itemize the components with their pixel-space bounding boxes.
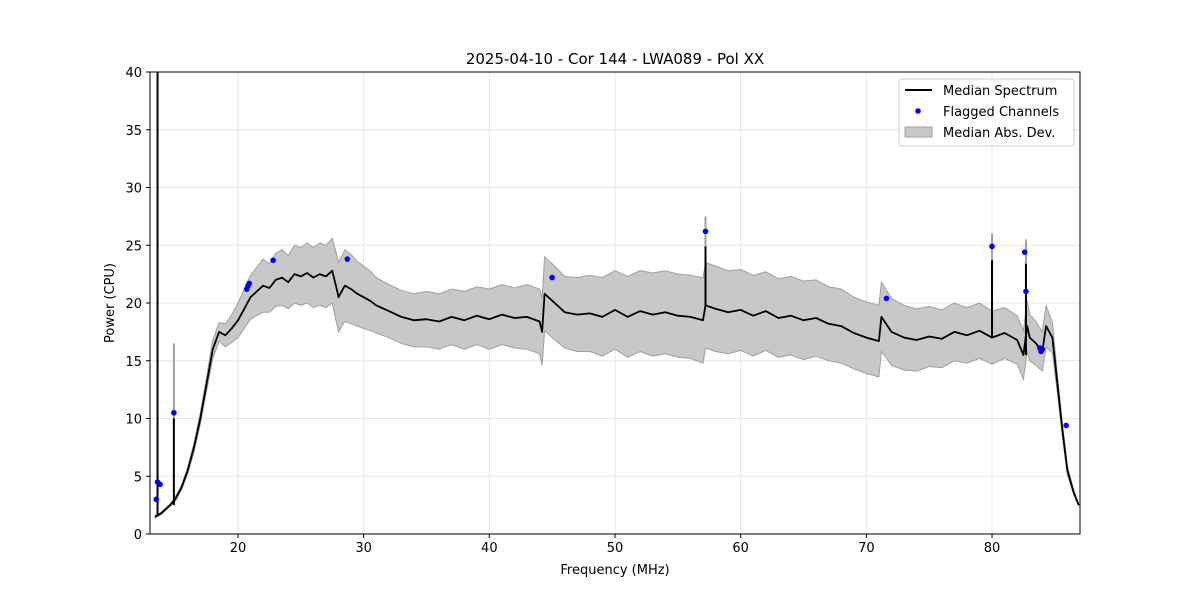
flagged-channel-point <box>344 256 351 262</box>
flagged-channel-point <box>171 409 177 416</box>
x-tick-label: 40 <box>481 541 498 556</box>
chart-title: 2025-04-10 - Cor 144 - LWA089 - Pol XX <box>466 50 764 68</box>
y-tick-label: 0 <box>134 528 142 543</box>
y-tick-label: 5 <box>134 470 142 485</box>
y-tick-label: 40 <box>125 66 142 81</box>
y-tick-label: 10 <box>125 413 142 428</box>
flagged-channel-point <box>883 295 890 302</box>
y-tick-label: 35 <box>125 124 142 139</box>
legend-entry-median-abs-dev: Median Abs. Dev. <box>943 126 1055 141</box>
legend-flagged-swatch <box>915 108 921 114</box>
y-tick-label: 20 <box>125 297 142 312</box>
x-tick-label: 60 <box>732 541 749 556</box>
flagged-channel-point <box>153 496 160 503</box>
legend-entry-flagged-channels: Flagged Channels <box>943 105 1059 120</box>
flagged-channel-point <box>549 274 555 281</box>
x-tick-label: 50 <box>607 541 624 556</box>
x-axis-label: Frequency (MHz) <box>560 563 669 578</box>
legend-box <box>898 78 1075 147</box>
flagged-channel-point <box>1039 346 1046 353</box>
y-tick-label: 25 <box>125 239 142 254</box>
flagged-channel-point <box>246 280 253 287</box>
x-tick-label: 30 <box>355 541 372 556</box>
flagged-channels <box>153 228 1069 503</box>
flagged-channel-point <box>1063 422 1069 429</box>
y-axis-label: Power (CPU) <box>103 263 118 343</box>
x-tick-label: 80 <box>984 541 1001 556</box>
flagged-channel-point <box>1023 288 1029 295</box>
mad-band-area <box>154 237 1080 519</box>
flagged-channel-point <box>270 257 276 264</box>
median-spectrum-line <box>154 72 1080 518</box>
y-tick-label: 15 <box>125 355 142 370</box>
legend-entry-median-spectrum: Median Spectrum <box>943 84 1057 99</box>
y-axis-ticks: 0 5 10 15 20 25 30 35 40 <box>125 66 150 543</box>
x-axis-ticks: 20 30 40 50 60 70 80 <box>230 534 1001 556</box>
legend: Median Spectrum Flagged Channels Median … <box>898 78 1075 147</box>
median-abs-dev-band <box>154 216 1080 519</box>
flagged-channel-point <box>989 243 995 250</box>
median-spectrum-path <box>154 269 1080 518</box>
y-tick-label: 30 <box>125 182 142 197</box>
x-tick-label: 70 <box>858 541 875 556</box>
legend-mad-swatch <box>904 126 933 138</box>
flagged-channel-point <box>157 481 163 488</box>
flagged-channel-point <box>702 228 709 235</box>
x-tick-label: 20 <box>230 541 247 556</box>
flagged-channel-point <box>1021 249 1028 255</box>
